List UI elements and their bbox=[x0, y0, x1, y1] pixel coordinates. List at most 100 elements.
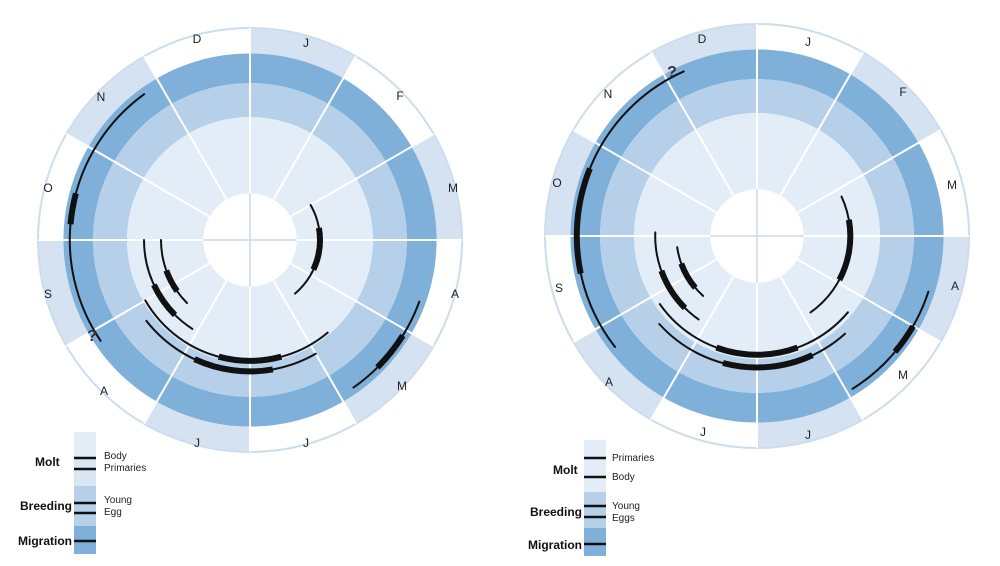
month-cell bbox=[651, 24, 757, 75]
month-cell bbox=[573, 329, 664, 420]
molt-track-peak bbox=[678, 262, 698, 290]
molt-track-peak bbox=[658, 269, 688, 311]
legend-right: Molt Primaries Body Breeding Young Eggs … bbox=[528, 440, 654, 556]
legend-breeding-label-r: Breeding bbox=[530, 505, 582, 519]
month-divider bbox=[289, 133, 435, 218]
migration-track-peak bbox=[892, 324, 916, 354]
month-divider bbox=[796, 258, 942, 343]
month-label-may: M bbox=[397, 379, 407, 393]
month-cell bbox=[343, 56, 434, 147]
molt-track-peak bbox=[163, 269, 180, 293]
month-label-aug-r: A bbox=[605, 375, 613, 389]
legend-molt-band-r bbox=[584, 440, 606, 492]
month-label-dec-r: D bbox=[698, 32, 707, 46]
month-divider bbox=[143, 279, 228, 425]
month-cell bbox=[250, 401, 356, 452]
month-cell bbox=[144, 401, 250, 452]
molt-track-peak bbox=[151, 283, 178, 318]
month-cell bbox=[757, 24, 863, 75]
month-label-feb-r: F bbox=[899, 85, 906, 99]
month-divider bbox=[779, 51, 864, 197]
month-cell bbox=[850, 329, 941, 420]
month-cell bbox=[918, 236, 969, 342]
month-label-mar: M bbox=[448, 181, 458, 195]
month-divider bbox=[65, 133, 211, 218]
month-label-jul: J bbox=[194, 436, 200, 450]
month-cell bbox=[38, 134, 89, 240]
molt-track-peak bbox=[310, 227, 323, 271]
legend-body-label-r: Body bbox=[612, 472, 635, 483]
month-divider bbox=[272, 279, 357, 425]
month-divider bbox=[572, 129, 718, 214]
month-divider bbox=[572, 258, 718, 343]
legend-breeding-label: Breeding bbox=[20, 499, 72, 513]
month-cell bbox=[144, 28, 250, 79]
month-cell bbox=[343, 333, 434, 424]
legend-breeding-band-r bbox=[584, 492, 606, 528]
month-label-apr: A bbox=[451, 287, 459, 301]
annual-cycle-wheel-right bbox=[544, 23, 970, 449]
migration-track-peak bbox=[573, 167, 593, 275]
month-label-jun-r: J bbox=[805, 428, 811, 442]
month-label-oct: O bbox=[43, 181, 52, 195]
month-label-dec: D bbox=[193, 32, 202, 46]
month-label-nov-r: N bbox=[604, 87, 613, 101]
month-label-apr-r: A bbox=[951, 279, 959, 293]
month-label-jun: J bbox=[303, 436, 309, 450]
legend-primaries-label: Primaries bbox=[104, 463, 146, 474]
legend-molt-band-lower bbox=[74, 458, 96, 486]
month-label-jul-r: J bbox=[700, 425, 706, 439]
month-label-oct-r: O bbox=[552, 176, 561, 190]
month-divider bbox=[650, 275, 735, 421]
migration-track-peak bbox=[67, 192, 79, 225]
month-cell bbox=[850, 52, 941, 143]
month-label-sep: S bbox=[44, 287, 52, 301]
legend-breeding-band bbox=[74, 486, 96, 526]
uncertain-marker-right: ? bbox=[667, 64, 677, 81]
month-label-aug: A bbox=[100, 384, 108, 398]
month-cell bbox=[250, 28, 356, 79]
month-label-may-r: M bbox=[898, 368, 908, 382]
month-label-mar-r: M bbox=[947, 178, 957, 192]
month-label-feb: F bbox=[396, 89, 403, 103]
month-label-nov: N bbox=[97, 90, 106, 104]
month-labels-right: J F M A M J J A S O N D bbox=[552, 32, 959, 442]
month-cell bbox=[651, 397, 757, 448]
month-divider bbox=[143, 55, 228, 201]
annual-cycle-wheel-left bbox=[37, 27, 463, 453]
legend-migration-band-r bbox=[584, 528, 606, 556]
legend-primaries-label-r: Primaries bbox=[612, 453, 654, 464]
legend-eggs-label-r: Eggs bbox=[612, 513, 635, 524]
legend-molt-band bbox=[74, 432, 96, 458]
legend-young-label: Young bbox=[104, 495, 132, 506]
legend-molt-label: Molt bbox=[35, 455, 60, 469]
month-divider bbox=[65, 262, 211, 347]
breeding-track-peak bbox=[193, 356, 274, 375]
month-divider bbox=[272, 55, 357, 201]
month-cell bbox=[411, 240, 462, 346]
breeding-track-peak bbox=[722, 352, 814, 371]
season-ring bbox=[634, 113, 880, 359]
legend-young-label-r: Young bbox=[612, 501, 640, 512]
month-cell bbox=[545, 130, 596, 236]
month-cell bbox=[573, 52, 664, 143]
month-label-sep-r: S bbox=[555, 281, 563, 295]
month-cell bbox=[411, 134, 462, 240]
month-cell bbox=[66, 333, 157, 424]
legend-migration-label: Migration bbox=[18, 534, 72, 548]
breeding-track-peak bbox=[715, 344, 799, 358]
molt-track-peak bbox=[836, 219, 854, 282]
uncertain-marker-left: ? bbox=[87, 328, 97, 345]
breeding-track-peak bbox=[217, 353, 283, 364]
legend-egg-label: Egg bbox=[104, 507, 122, 518]
legend-left: Molt Body Primaries Breeding Young Egg M… bbox=[18, 432, 146, 554]
month-cell bbox=[38, 240, 89, 346]
month-label-jan: J bbox=[303, 36, 309, 50]
month-divider bbox=[796, 129, 942, 214]
legend-molt-label-r: Molt bbox=[553, 463, 578, 477]
month-divider bbox=[289, 262, 435, 347]
legend-migration-label-r: Migration bbox=[528, 538, 582, 552]
legend-body-label: Body bbox=[104, 451, 127, 462]
month-divider bbox=[650, 51, 735, 197]
